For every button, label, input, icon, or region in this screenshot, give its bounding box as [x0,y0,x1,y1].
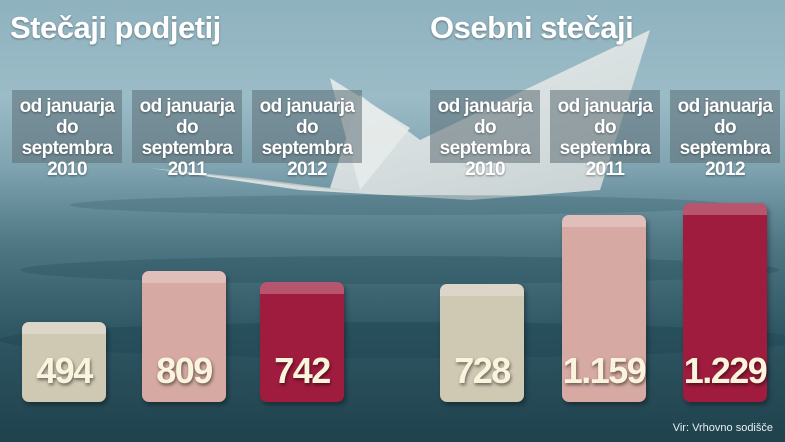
bar-value-label: 1.229 [683,350,768,391]
bar-osebni-2011: 1.159 [562,215,647,402]
source-note: Vir: Vrhovno sodišče [672,422,773,434]
category-label-year: 2012 [705,159,745,180]
category-label-box: od januarja do septembra 2010 [12,90,122,180]
category-label-box: od januarja do septembra 2010 [430,90,540,180]
bar-value-label: 742 [274,350,331,391]
category-label-line: do septembra [439,117,531,159]
category-label-box: od januarja do septembra 2012 [670,90,780,180]
category-label-box: od januarja do septembra 2012 [252,90,362,180]
category-label-line: od januarja [259,96,355,117]
water-ripple [0,322,785,358]
bar-podjetij-2011: 809 [142,271,226,402]
category-label-year: 2011 [167,159,207,180]
category-label-line: od januarja [19,96,115,117]
category-label-box: od januarja do septembra 2011 [550,90,660,180]
bar-value-label: 809 [156,350,213,391]
category-label-year: 2010 [47,159,87,180]
water-ripple [20,256,780,284]
bar-osebni-2010: 728 [440,284,524,402]
bar-podjetij-2010: 494 [22,322,106,402]
category-label-line: od januarja [677,96,773,117]
category-label-line: od januarja [437,96,533,117]
bar-podjetij-2012: 742 [260,282,344,402]
category-label-line: od januarja [139,96,235,117]
category-label-year: 2010 [465,159,505,180]
category-label-line: do septembra [21,117,113,159]
category-label-line: do septembra [141,117,233,159]
boat-hull [150,168,360,192]
category-label-line: do septembra [559,117,651,159]
category-label-box: od januarja do septembra 2011 [132,90,242,180]
water-ripple [70,195,730,215]
panel-title-podjetij: Stečaji podjetij [10,10,221,45]
bar-osebni-2012: 1.229 [683,203,768,402]
category-label-line: od januarja [557,96,653,117]
panel-title-osebni: Osebni stečaji [430,10,634,45]
bar-value-label: 1.159 [562,350,647,391]
bar-value-label: 494 [36,350,93,391]
category-label-year: 2012 [287,159,327,180]
category-label-year: 2011 [585,159,625,180]
bar-value-label: 728 [454,350,511,391]
category-label-line: do septembra [261,117,353,159]
category-label-line: do septembra [679,117,771,159]
